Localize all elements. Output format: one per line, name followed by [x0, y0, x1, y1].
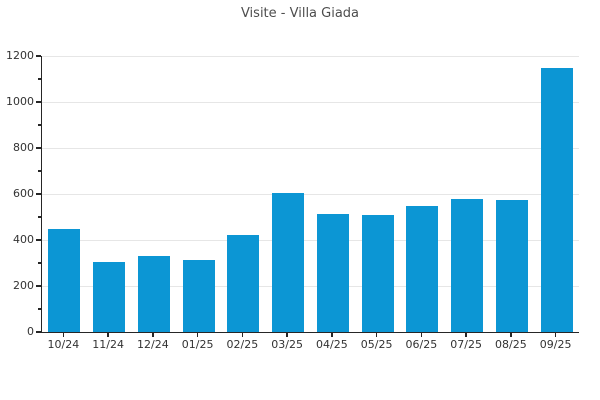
gridline — [42, 193, 579, 195]
x-axis-tick — [107, 333, 109, 337]
bar — [182, 259, 215, 332]
y-tick-label: 400 — [13, 233, 34, 246]
gridline — [42, 101, 579, 103]
y-axis-minor-tick — [38, 170, 41, 172]
gridline — [42, 55, 579, 57]
y-axis-minor-tick — [38, 216, 41, 218]
y-axis-tick — [36, 239, 41, 241]
y-axis-tick — [36, 101, 41, 103]
y-axis-tick — [36, 285, 41, 287]
bar — [406, 205, 439, 332]
bar — [48, 228, 81, 332]
x-axis-tick — [465, 333, 467, 337]
y-axis-tick — [36, 331, 41, 333]
y-axis-minor-tick — [38, 308, 41, 310]
chart-title: Visite - Villa Giada — [240, 6, 360, 21]
x-axis-tick — [375, 333, 378, 337]
y-tick-label: 0 — [27, 325, 34, 338]
bar — [316, 213, 349, 332]
x-tick-label: 03/25 — [271, 338, 303, 351]
x-tick-label: 11/24 — [92, 338, 124, 351]
x-axis-tick — [554, 333, 557, 337]
y-axis-minor-tick — [38, 124, 41, 126]
x-tick-label: 04/25 — [316, 338, 348, 351]
x-tick-label: 01/25 — [181, 338, 214, 351]
x-tick-label: 02/25 — [226, 338, 259, 351]
x-tick-label: 05/25 — [360, 338, 393, 351]
bar — [361, 214, 394, 332]
y-axis-tick — [36, 55, 41, 57]
x-tick-label: 10/24 — [47, 338, 80, 351]
y-axis-minor-tick — [38, 262, 41, 264]
gridline — [42, 147, 579, 149]
x-tick-label: 06/25 — [405, 338, 438, 351]
bar — [137, 256, 170, 332]
x-tick-label: 09/25 — [539, 338, 572, 351]
y-axis-minor-tick — [38, 78, 41, 80]
bar — [272, 192, 305, 332]
x-axis-tick — [286, 333, 288, 337]
y-tick-label: 600 — [13, 187, 34, 200]
bar — [495, 199, 528, 332]
y-tick-label: 800 — [13, 141, 34, 154]
x-axis-tick — [420, 333, 423, 337]
bar — [451, 198, 484, 332]
x-tick-label: 08/25 — [495, 338, 527, 351]
gridline — [42, 285, 579, 287]
y-tick-label: 1000 — [6, 95, 34, 108]
y-axis-tick — [36, 147, 41, 149]
x-axis-tick — [196, 333, 199, 337]
gridline — [42, 239, 579, 241]
x-tick-label: 12/24 — [137, 338, 169, 351]
bar — [227, 235, 260, 332]
x-tick-label: 07/25 — [450, 338, 482, 351]
y-axis-tick — [36, 193, 41, 195]
x-axis-tick — [62, 333, 65, 337]
bar — [93, 261, 126, 332]
y-tick-label: 1200 — [6, 49, 34, 62]
x-axis-tick — [331, 333, 333, 337]
x-axis-tick — [510, 333, 512, 337]
bar — [540, 67, 573, 332]
x-axis-tick — [152, 333, 154, 337]
plot-area — [41, 55, 579, 333]
x-axis-tick — [241, 333, 244, 337]
y-tick-label: 200 — [13, 279, 34, 292]
